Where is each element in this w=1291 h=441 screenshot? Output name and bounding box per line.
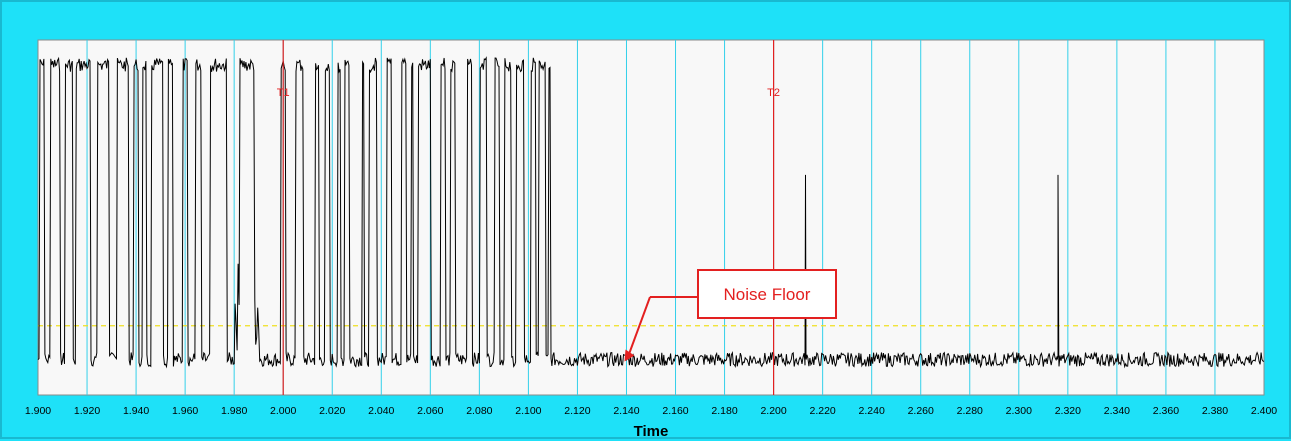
signal-trace <box>37 56 1265 369</box>
cursor-label-t2: T2 <box>767 87 780 99</box>
x-tick-label: 2.200 <box>760 405 786 417</box>
x-tick-label: 2.360 <box>1153 405 1179 417</box>
x-tick-label: 2.260 <box>908 405 934 417</box>
cursor-label-t1: T1 <box>277 87 290 99</box>
x-tick-label: 2.080 <box>466 405 492 417</box>
x-tick-label: 2.100 <box>515 405 541 417</box>
x-tick-label: 2.400 <box>1251 405 1277 417</box>
x-tick-label: 2.220 <box>809 405 835 417</box>
x-tick-label: 2.320 <box>1055 405 1081 417</box>
x-tick-label: 2.240 <box>859 405 885 417</box>
x-tick-label: 2.140 <box>613 405 639 417</box>
x-axis-label: Time <box>634 423 669 440</box>
x-tick-label: 2.000 <box>270 405 296 417</box>
x-tick-label: 1.900 <box>25 405 51 417</box>
x-tick-label: 1.920 <box>74 405 100 417</box>
x-tick-label: 2.180 <box>711 405 737 417</box>
callout-text: Noise Floor <box>724 285 811 304</box>
x-tick-label: 1.980 <box>221 405 247 417</box>
x-tick-label: 2.020 <box>319 405 345 417</box>
x-tick-label: 1.960 <box>172 405 198 417</box>
x-tick-label: 2.040 <box>368 405 394 417</box>
callout-leader <box>627 296 651 356</box>
x-tick-label: 2.340 <box>1104 405 1130 417</box>
x-tick-label: 2.060 <box>417 405 443 417</box>
x-tick-label: 1.940 <box>123 405 149 417</box>
plot-area <box>37 39 1265 396</box>
x-tick-label: 2.380 <box>1202 405 1228 417</box>
callout-arrowhead <box>624 349 635 362</box>
x-tick-label: 2.120 <box>564 405 590 417</box>
x-tick-label: 2.160 <box>662 405 688 417</box>
callout-box <box>697 269 837 319</box>
x-tick-label: 2.280 <box>957 405 983 417</box>
x-tick-label: 2.300 <box>1006 405 1032 417</box>
